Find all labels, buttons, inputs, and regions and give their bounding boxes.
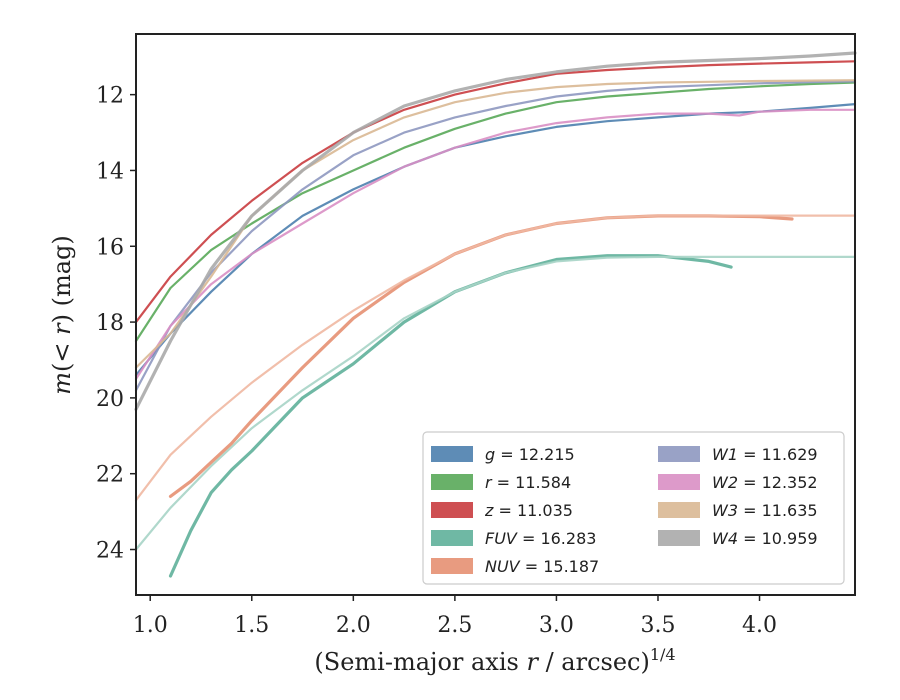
legend-swatch-w2	[658, 474, 700, 490]
x-tick-label: 1.5	[234, 613, 269, 638]
series-line-fuv-3	[168, 254, 733, 578]
legend-label-r: r = 11.584	[485, 473, 571, 492]
legend-label-w1: W1 = 11.629	[712, 445, 818, 464]
legend-label-nuv: NUV = 15.187	[485, 557, 599, 576]
x-tick-label: 3.0	[539, 613, 574, 638]
series-line-w4-10	[134, 51, 857, 411]
legend-swatch-w3	[658, 502, 700, 518]
legend-swatch-z	[431, 502, 473, 518]
legend-swatch-g	[431, 446, 473, 462]
series-line-g-0	[134, 103, 857, 377]
y-axis-label: m(< r) (mag)	[48, 235, 76, 395]
legend-swatch-r	[431, 474, 473, 490]
legend-swatch-w4	[658, 530, 700, 546]
x-axis: 1.0 1.5 2.0 2.5 3.0 3.5 4.0	[133, 595, 777, 638]
y-tick-label: 20	[96, 387, 124, 412]
series-line-r-1	[134, 81, 857, 343]
legend-items: g = 12.215 r = 11.584 z = 11.035 FUV = 16.2…	[431, 445, 818, 576]
legend-swatch-nuv	[431, 558, 473, 574]
y-tick-label: 24	[96, 539, 124, 564]
legend-label-w2: W2 = 12.352	[712, 473, 818, 492]
legend-label-fuv: FUV = 16.283	[485, 529, 596, 548]
x-tick-label: 2.5	[437, 613, 472, 638]
y-axis: 12 14 16 18 20 22 24	[96, 84, 136, 564]
series-line-z-2	[134, 60, 857, 324]
y-tick-label: 12	[96, 84, 124, 109]
x-tick-label: 1.0	[133, 613, 168, 638]
legend-label-w3: W3 = 11.635	[712, 501, 818, 520]
plot-frame	[135, 33, 856, 596]
series-line-w1-7	[134, 80, 857, 392]
legend-frame	[422, 431, 845, 585]
x-tick-label: 3.5	[640, 613, 675, 638]
legend-label-w4: W4 = 10.959	[712, 529, 818, 548]
series-line-w3-9	[134, 79, 857, 369]
y-tick-label: 22	[96, 463, 124, 488]
legend-swatch-w1	[658, 446, 700, 462]
legend-swatch-fuv	[431, 530, 473, 546]
y-tick-label: 18	[96, 311, 124, 336]
legend-label-z: z = 11.035	[484, 501, 573, 520]
curves-layer	[134, 51, 857, 578]
series-line-nuv-6	[134, 214, 857, 502]
legend: g = 12.215 r = 11.584 z = 11.035 FUV = 16.2…	[422, 431, 845, 585]
y-tick-label: 16	[96, 235, 124, 260]
legend-label-g: g = 12.215	[485, 445, 575, 464]
series-line-fuv-4	[134, 255, 857, 551]
x-axis-label: (Semi-major axis r / arcsec)1/4	[314, 645, 675, 676]
x-tick-label: 4.0	[742, 613, 777, 638]
x-tick-label: 2.0	[336, 613, 371, 638]
series-line-w2-8	[134, 108, 857, 380]
y-tick-label: 14	[96, 159, 124, 184]
